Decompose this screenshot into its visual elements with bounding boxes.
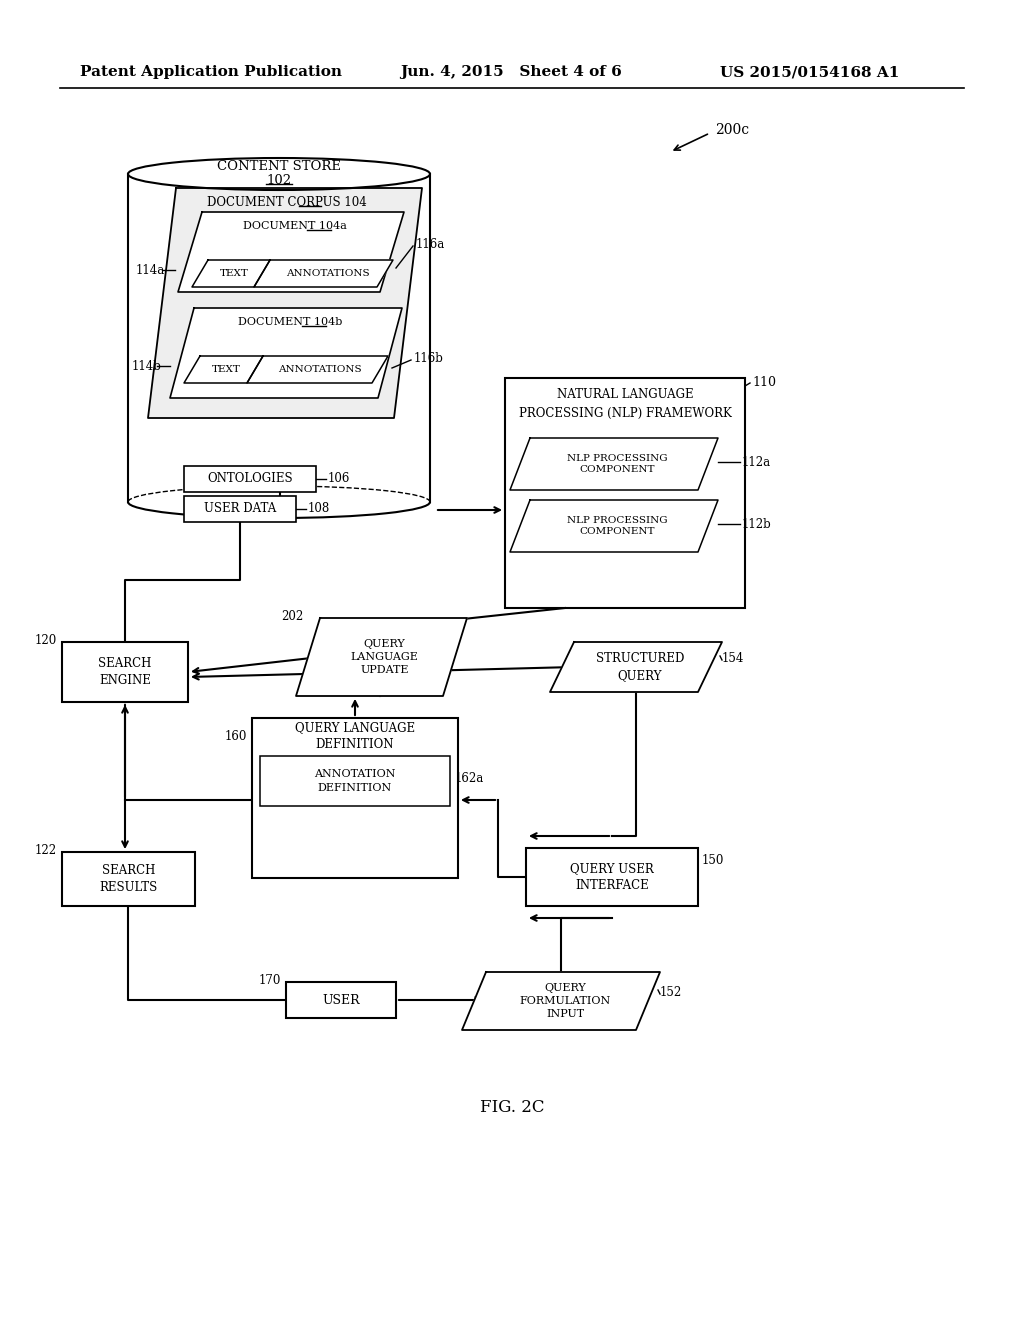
Text: 112b: 112b (742, 517, 772, 531)
Polygon shape (184, 356, 263, 383)
FancyBboxPatch shape (184, 466, 316, 492)
FancyBboxPatch shape (62, 642, 188, 702)
FancyBboxPatch shape (184, 496, 296, 521)
Polygon shape (510, 500, 718, 552)
FancyBboxPatch shape (252, 718, 458, 878)
Text: 110: 110 (752, 376, 776, 389)
Polygon shape (550, 642, 722, 692)
Text: Patent Application Publication: Patent Application Publication (80, 65, 342, 79)
Text: 102: 102 (266, 173, 292, 186)
Text: 116a: 116a (416, 238, 445, 251)
Text: USER DATA: USER DATA (204, 503, 276, 516)
Polygon shape (247, 356, 388, 383)
Text: 152: 152 (660, 986, 682, 998)
Text: 170: 170 (259, 974, 281, 986)
Text: NLP PROCESSING
COMPONENT: NLP PROCESSING COMPONENT (566, 516, 668, 536)
Text: FIG. 2C: FIG. 2C (480, 1100, 544, 1117)
Text: DOCUMENT CORPUS 104: DOCUMENT CORPUS 104 (207, 195, 367, 209)
Polygon shape (148, 187, 422, 418)
Ellipse shape (128, 158, 430, 190)
Text: QUERY USER
INTERFACE: QUERY USER INTERFACE (570, 862, 654, 892)
Polygon shape (462, 972, 660, 1030)
Text: ANNOTATIONS: ANNOTATIONS (279, 364, 361, 374)
Text: Jun. 4, 2015   Sheet 4 of 6: Jun. 4, 2015 Sheet 4 of 6 (400, 65, 622, 79)
Polygon shape (170, 308, 402, 399)
Text: 114a: 114a (136, 264, 165, 276)
Text: TEXT: TEXT (219, 268, 249, 277)
Polygon shape (296, 618, 467, 696)
Text: 120: 120 (35, 634, 57, 647)
Text: DOCUMENT 104b: DOCUMENT 104b (238, 317, 342, 327)
Text: 202: 202 (281, 610, 303, 623)
FancyBboxPatch shape (286, 982, 396, 1018)
Text: QUERY
LANGUAGE
UPDATE: QUERY LANGUAGE UPDATE (350, 639, 419, 676)
Text: 112a: 112a (742, 455, 771, 469)
Text: TEXT: TEXT (212, 364, 241, 374)
Text: ANNOTATIONS: ANNOTATIONS (286, 268, 370, 277)
Text: ONTOLOGIES: ONTOLOGIES (207, 473, 293, 486)
FancyBboxPatch shape (62, 851, 195, 906)
Text: NATURAL LANGUAGE
PROCESSING (NLP) FRAMEWORK: NATURAL LANGUAGE PROCESSING (NLP) FRAMEW… (518, 388, 731, 420)
Polygon shape (178, 213, 404, 292)
Text: ANNOTATION
DEFINITION: ANNOTATION DEFINITION (314, 770, 395, 792)
Text: 122: 122 (35, 843, 57, 857)
Text: USER: USER (323, 994, 359, 1006)
Text: 116b: 116b (414, 351, 443, 364)
Text: 162a: 162a (455, 771, 484, 784)
Text: 108: 108 (308, 503, 331, 516)
Text: 200c: 200c (715, 123, 750, 137)
Polygon shape (193, 260, 270, 286)
Text: SEARCH
ENGINE: SEARCH ENGINE (98, 657, 152, 686)
Text: QUERY LANGUAGE
DEFINITION: QUERY LANGUAGE DEFINITION (295, 721, 415, 751)
Text: CONTENT STORE: CONTENT STORE (217, 160, 341, 173)
FancyBboxPatch shape (260, 756, 450, 807)
FancyBboxPatch shape (505, 378, 745, 609)
Text: 114b: 114b (132, 359, 162, 372)
Text: 150: 150 (702, 854, 724, 866)
Text: QUERY
FORMULATION
INPUT: QUERY FORMULATION INPUT (519, 983, 610, 1019)
Text: SEARCH
RESULTS: SEARCH RESULTS (99, 865, 158, 894)
Text: 106: 106 (328, 473, 350, 486)
Polygon shape (510, 438, 718, 490)
Text: NLP PROCESSING
COMPONENT: NLP PROCESSING COMPONENT (566, 454, 668, 474)
Text: 160: 160 (224, 730, 247, 742)
FancyBboxPatch shape (526, 847, 698, 906)
Text: DOCUMENT 104a: DOCUMENT 104a (243, 220, 347, 231)
Text: STRUCTURED
QUERY: STRUCTURED QUERY (596, 652, 684, 682)
Polygon shape (254, 260, 393, 286)
Text: 154: 154 (722, 652, 744, 664)
Text: US 2015/0154168 A1: US 2015/0154168 A1 (720, 65, 899, 79)
